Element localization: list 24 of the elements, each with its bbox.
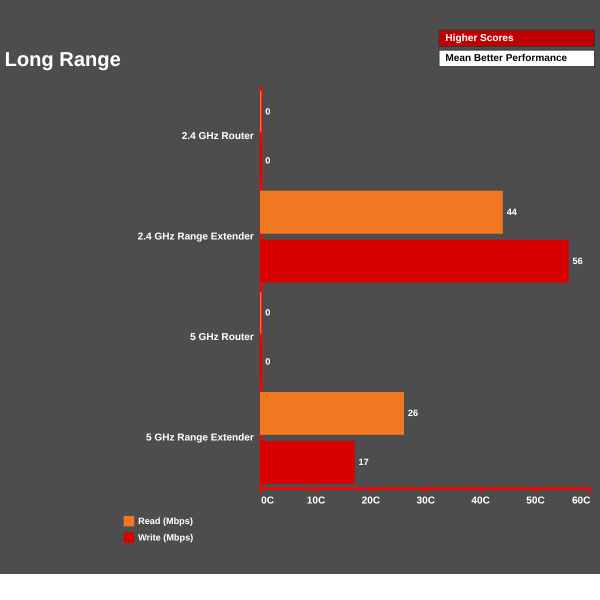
data-label: 17 [358,457,369,468]
y-tick-label: 2.4 GHz Range Extender [138,231,254,242]
y-tick-label: 5 GHz Range Extender [146,432,254,444]
x-tick-label: 0C [261,495,274,506]
data-label: 26 [408,408,418,418]
x-tick-label: 20C [362,495,380,506]
data-label: 56 [572,256,583,266]
data-label: 0 [265,356,270,367]
y-tick-label: 5 GHz Router [190,332,254,344]
legend-label: Write (Mbps) [138,532,194,542]
legend-label: Read (Mbps) [138,516,193,526]
x-tick-label: 40C [471,495,490,506]
data-label: 0 [265,106,270,116]
data-label: 0 [265,308,270,318]
data-label: 44 [506,206,518,217]
text: Higher Scores [445,32,514,44]
x-tick-label: 50C [526,495,545,506]
text: Mean Better Performance [445,53,568,64]
x-tick-label: 30C [416,495,435,506]
x-tick-label: 10C [306,495,326,506]
data-label: 0 [265,155,270,166]
x-tick-label: 60C [572,495,590,506]
y-tick-label: 2.4 GHz Router [182,130,254,142]
text: Long Range [4,49,121,72]
